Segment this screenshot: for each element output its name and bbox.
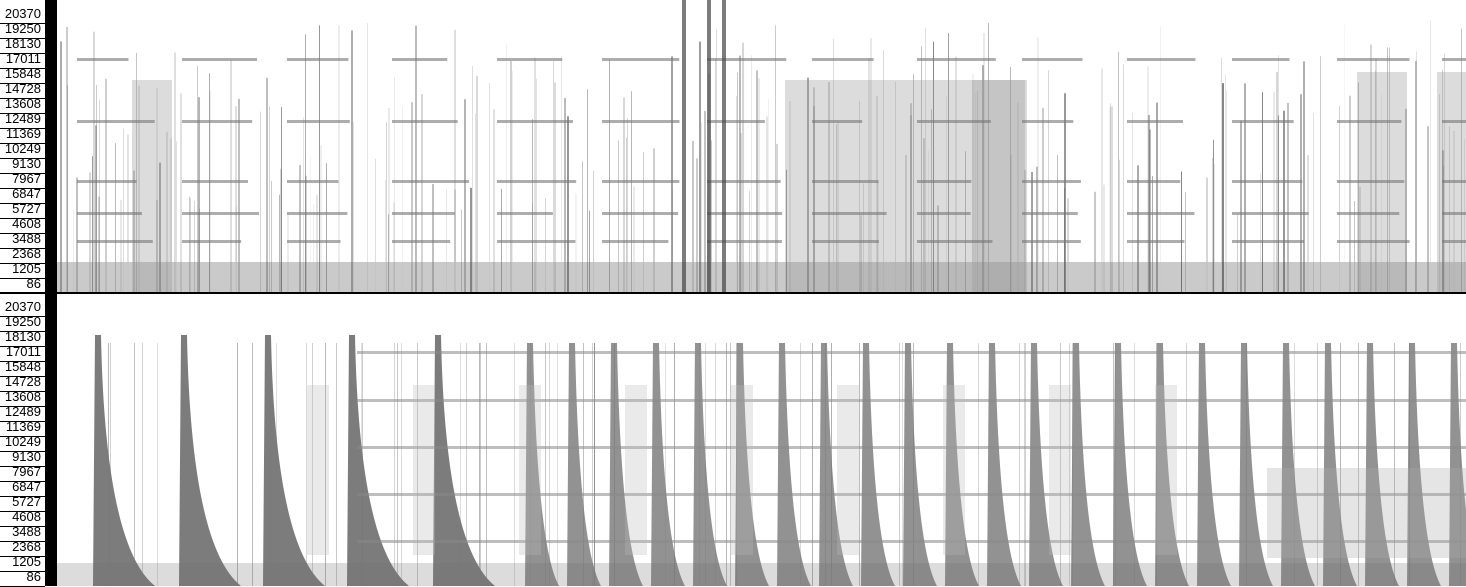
frequency-tick-mark <box>0 406 45 407</box>
frequency-tick-mark <box>0 248 45 249</box>
frequency-tick-label: 7967 <box>12 464 41 479</box>
frequency-tick-label: 17011 <box>5 51 41 66</box>
frequency-tick-mark <box>0 481 45 482</box>
frequency-tick-mark <box>0 316 45 317</box>
spectrogram-panel-top[interactable]: 20370 19250 18130 17011 15848 14728 13608 12489… <box>0 0 1466 294</box>
frequency-tick-mark <box>0 128 45 129</box>
frequency-tick-mark <box>0 188 45 189</box>
frequency-tick-mark <box>0 361 45 362</box>
frequency-tick-label: 3488 <box>12 524 41 539</box>
frequency-tick-label: 2368 <box>12 539 41 554</box>
frequency-tick-label: 9130 <box>12 449 41 464</box>
frequency-tick-label: 10249 <box>4 141 41 156</box>
frequency-tick-label: 14728 <box>4 374 41 389</box>
frequency-tick-label: 19250 <box>4 314 41 329</box>
frequency-tick-label: 13608 <box>4 389 41 404</box>
spectrogram-panel-bottom[interactable]: 20370 19250 18130 17011 15848 14728 13608 12489… <box>0 293 1466 587</box>
frequency-tick-label: 20370 <box>4 6 41 21</box>
frequency-tick-mark <box>0 23 45 24</box>
frequency-tick-mark <box>0 511 45 512</box>
frequency-axis: 20370 19250 18130 17011 15848 14728 13608 12489… <box>0 293 46 587</box>
frequency-tick-label: 17011 <box>5 344 41 359</box>
frequency-tick-label: 11369 <box>5 419 41 434</box>
frequency-tick-label: 4608 <box>12 216 41 231</box>
frequency-tick-mark <box>0 346 45 347</box>
frequency-tick-mark <box>0 218 45 219</box>
frequency-tick-label: 2368 <box>12 246 41 261</box>
frequency-tick-label: 4608 <box>12 509 41 524</box>
frequency-tick-mark <box>0 556 45 557</box>
frequency-tick-label: 20370 <box>4 299 41 314</box>
frequency-tick-mark <box>0 571 45 572</box>
frequency-tick-mark <box>0 68 45 69</box>
spectrogram-image <box>57 335 1466 586</box>
spectrogram-plot[interactable] <box>57 0 1466 293</box>
frequency-tick-label: 5727 <box>12 201 41 216</box>
frequency-tick-label: 12489 <box>4 404 41 419</box>
frequency-tick-label: 12489 <box>4 111 41 126</box>
axis-divider <box>46 293 57 586</box>
frequency-tick-mark <box>0 331 45 332</box>
frequency-tick-mark <box>0 278 45 279</box>
frequency-tick-label: 86 <box>26 569 41 584</box>
frequency-tick-label: 1205 <box>12 554 41 569</box>
frequency-tick-mark <box>0 526 45 527</box>
frequency-tick-label: 14728 <box>4 81 41 96</box>
frequency-tick-label: 86 <box>26 276 41 291</box>
frequency-tick-mark <box>0 113 45 114</box>
frequency-tick-label: 9130 <box>12 156 41 171</box>
frequency-tick-label: 15848 <box>4 359 41 374</box>
frequency-tick-mark <box>0 451 45 452</box>
channel-separator <box>0 292 1466 294</box>
frequency-tick-label: 13608 <box>4 96 41 111</box>
axis-divider <box>46 0 57 293</box>
frequency-tick-label: 1205 <box>12 261 41 276</box>
frequency-tick-mark <box>0 496 45 497</box>
spectrogram-image <box>57 0 1466 293</box>
frequency-tick-mark <box>0 541 45 542</box>
frequency-tick-mark <box>0 38 45 39</box>
frequency-tick-mark <box>0 203 45 204</box>
frequency-tick-mark <box>0 466 45 467</box>
frequency-tick-label: 6847 <box>12 186 41 201</box>
frequency-tick-mark <box>0 143 45 144</box>
frequency-tick-label: 19250 <box>4 21 41 36</box>
frequency-tick-label: 3488 <box>12 231 41 246</box>
frequency-tick-mark <box>0 233 45 234</box>
frequency-axis: 20370 19250 18130 17011 15848 14728 13608 12489… <box>0 0 46 294</box>
frequency-tick-mark <box>0 158 45 159</box>
frequency-tick-label: 15848 <box>4 66 41 81</box>
spectrogram-plot[interactable] <box>57 293 1466 586</box>
frequency-tick-label: 5727 <box>12 494 41 509</box>
frequency-tick-label: 7967 <box>12 171 41 186</box>
frequency-tick-mark <box>0 98 45 99</box>
frequency-tick-mark <box>0 263 45 264</box>
frequency-tick-mark <box>0 436 45 437</box>
frequency-tick-label: 11369 <box>5 126 41 141</box>
frequency-tick-mark <box>0 173 45 174</box>
frequency-tick-label: 6847 <box>12 479 41 494</box>
frequency-tick-mark <box>0 391 45 392</box>
frequency-tick-mark <box>0 421 45 422</box>
frequency-tick-label: 10249 <box>4 434 41 449</box>
frequency-tick-label: 18130 <box>4 36 41 51</box>
frequency-tick-mark <box>0 83 45 84</box>
frequency-tick-mark <box>0 376 45 377</box>
frequency-tick-mark <box>0 53 45 54</box>
frequency-tick-label: 18130 <box>4 329 41 344</box>
